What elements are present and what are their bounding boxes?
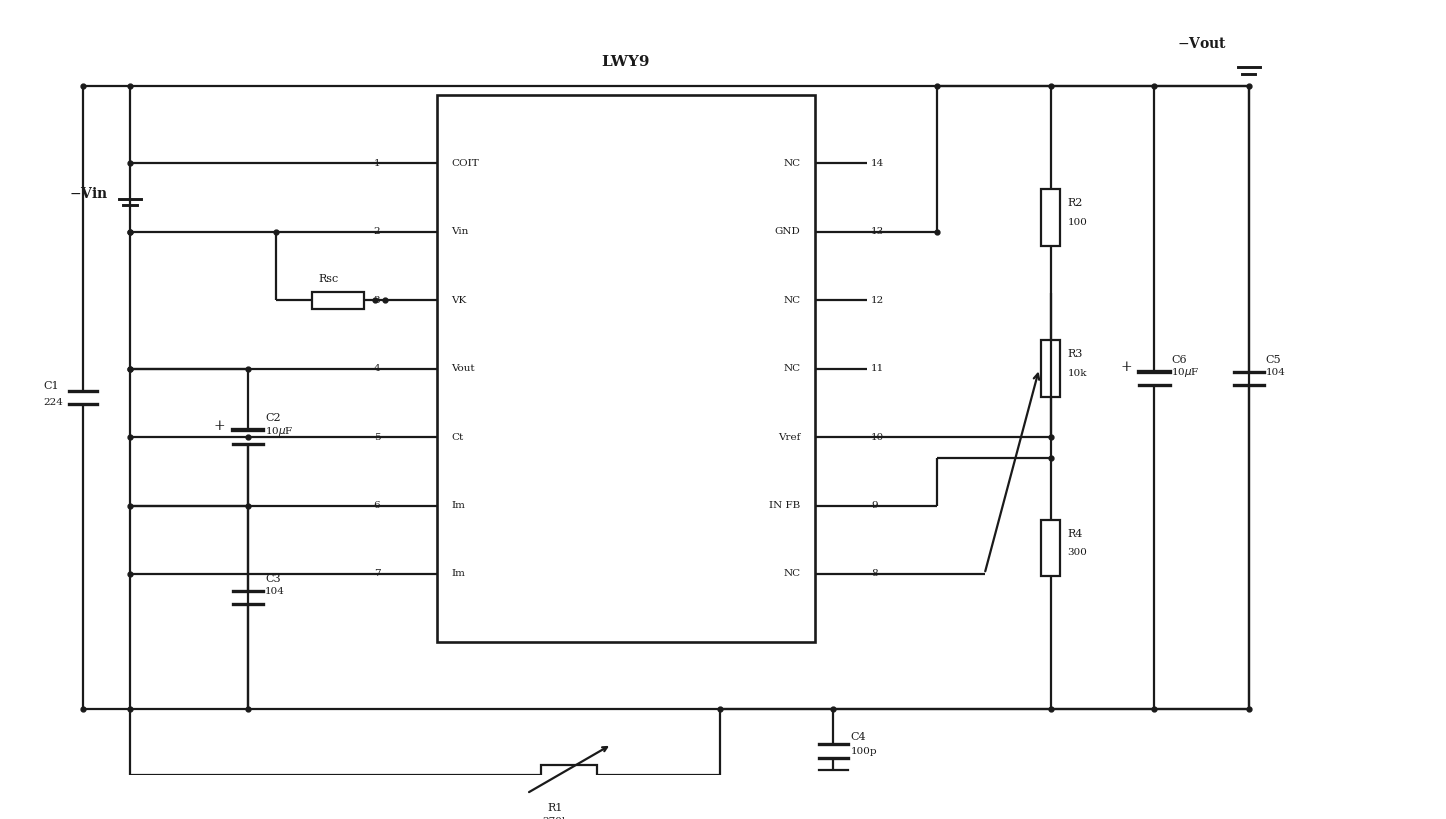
Text: NC: NC [784, 569, 801, 578]
Text: C1: C1 [43, 381, 59, 391]
Bar [1041, 520, 1060, 577]
Text: IN FB: IN FB [769, 501, 801, 510]
Text: C5: C5 [1265, 355, 1281, 364]
Text: Vin: Vin [451, 227, 469, 236]
Text: NC: NC [784, 296, 801, 305]
Text: 7: 7 [373, 569, 380, 578]
Text: 12: 12 [872, 296, 885, 305]
Text: C2: C2 [265, 414, 281, 423]
Text: 9: 9 [872, 501, 878, 510]
Text: 270k: 270k [542, 817, 568, 819]
Text: 100: 100 [1067, 218, 1087, 227]
Text: Vout: Vout [451, 364, 474, 373]
Text: R3: R3 [1067, 350, 1083, 360]
Text: 224: 224 [43, 398, 64, 407]
Text: LWY9: LWY9 [602, 55, 651, 69]
Text: C6: C6 [1171, 355, 1187, 364]
Bar [437, 95, 814, 642]
Text: Vref: Vref [778, 432, 801, 441]
Text: +: + [1121, 360, 1132, 374]
Text: 10: 10 [872, 432, 885, 441]
Text: Rsc: Rsc [318, 274, 338, 284]
Text: NC: NC [784, 364, 801, 373]
Text: 10$\mu$F: 10$\mu$F [1171, 366, 1200, 379]
Text: NC: NC [784, 159, 801, 168]
Text: 104: 104 [1265, 369, 1285, 378]
Text: +: + [214, 419, 226, 432]
Text: C4: C4 [850, 732, 866, 742]
Text: 1: 1 [373, 159, 380, 168]
Text: 14: 14 [872, 159, 885, 168]
Text: Im: Im [451, 569, 466, 578]
Text: VK: VK [451, 296, 467, 305]
Text: 4: 4 [373, 364, 380, 373]
Text: COIT: COIT [451, 159, 479, 168]
Bar [541, 765, 597, 784]
Text: 300: 300 [1067, 548, 1087, 557]
Bar [1041, 189, 1060, 246]
Text: 104: 104 [265, 587, 285, 596]
Text: 100p: 100p [850, 746, 878, 755]
Text: Ct: Ct [451, 432, 463, 441]
Text: 5: 5 [373, 432, 380, 441]
Text: 10k: 10k [1067, 369, 1087, 378]
Text: $-$Vout: $-$Vout [1177, 36, 1226, 52]
Text: 3: 3 [373, 296, 380, 305]
Text: 2: 2 [373, 227, 380, 236]
Text: Im: Im [451, 501, 466, 510]
Text: 6: 6 [373, 501, 380, 510]
Text: 8: 8 [872, 569, 878, 578]
Text: 13: 13 [872, 227, 885, 236]
Text: $-$Vin: $-$Vin [69, 187, 108, 201]
Text: C3: C3 [265, 573, 281, 584]
Bar [1041, 341, 1060, 397]
Text: 10$\mu$F: 10$\mu$F [265, 425, 294, 438]
Text: GND: GND [775, 227, 801, 236]
Text: R2: R2 [1067, 198, 1083, 208]
Text: R4: R4 [1067, 529, 1083, 539]
Bar [312, 292, 364, 309]
Text: R1: R1 [547, 803, 562, 812]
Text: 11: 11 [872, 364, 885, 373]
